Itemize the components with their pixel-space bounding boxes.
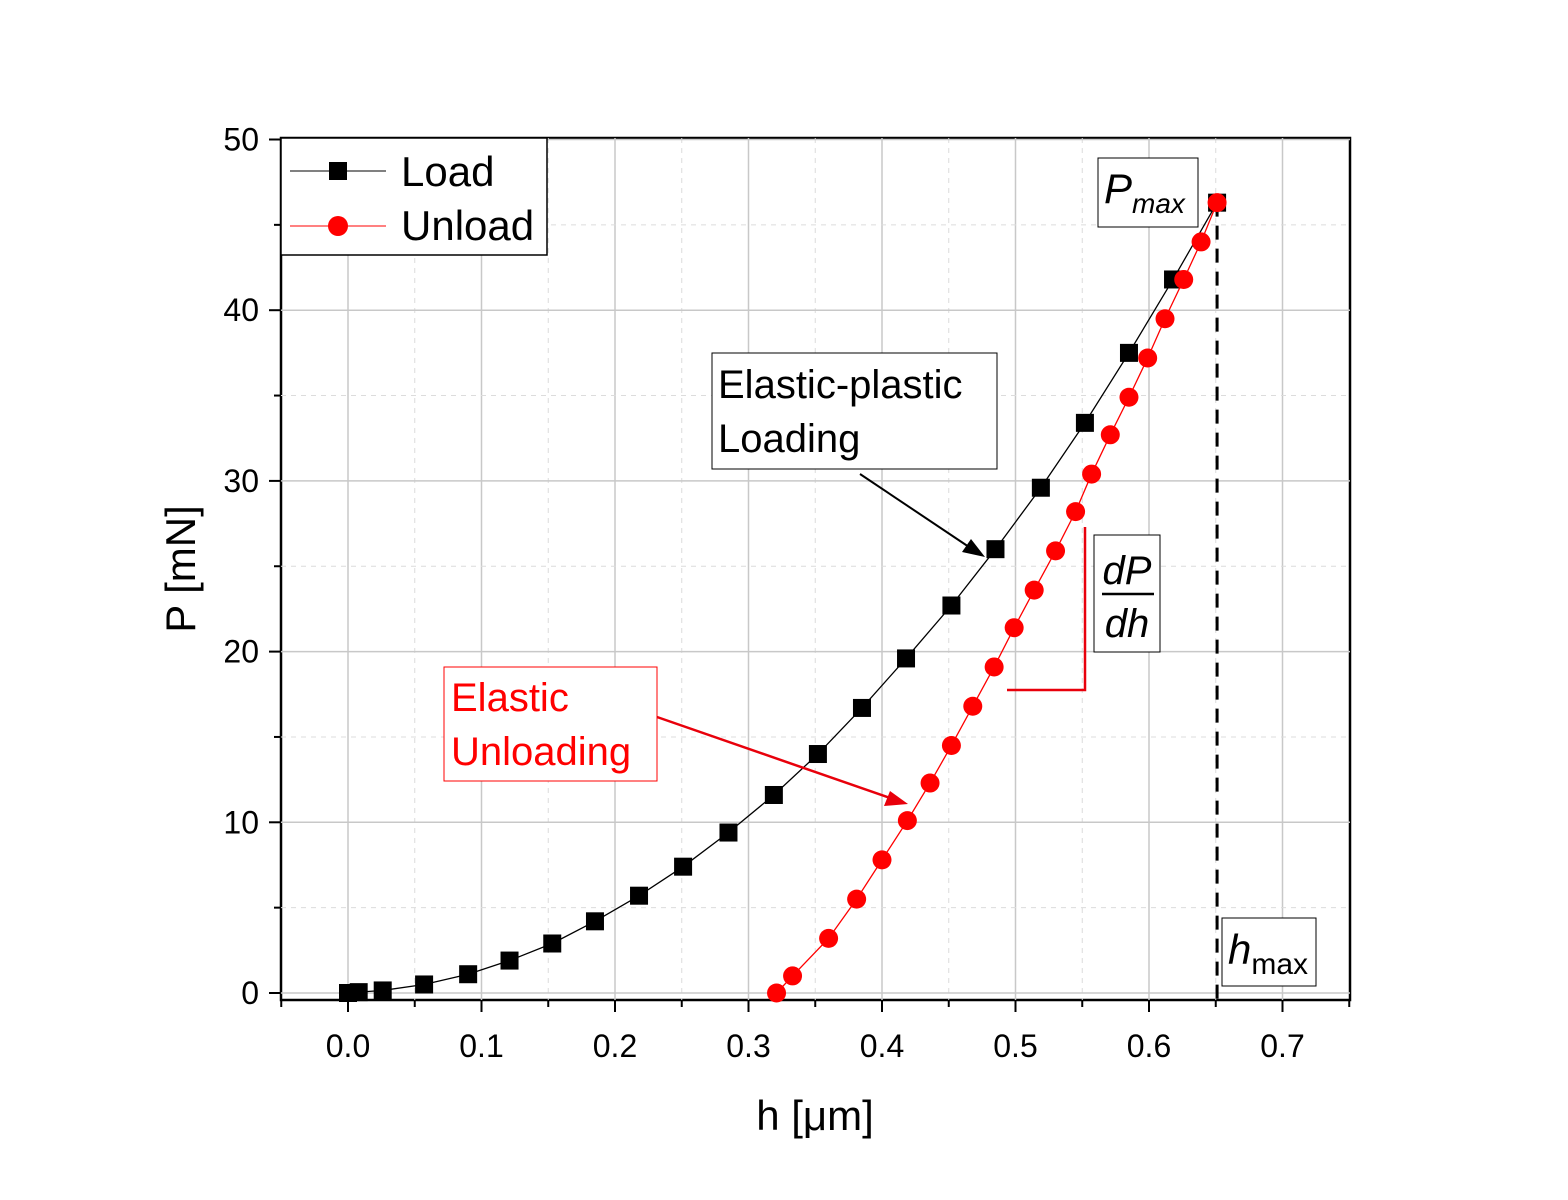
elastic-plastic-line2: Loading — [718, 417, 860, 461]
pmax-label-box: Pmax — [1097, 157, 1199, 228]
x-tick-label: 0.1 — [459, 1028, 503, 1064]
y-tick-label: 40 — [223, 292, 259, 328]
unload-point — [1119, 387, 1139, 407]
elastic-plastic-arrow-head — [962, 539, 985, 557]
slope-denominator: dh — [1105, 602, 1150, 646]
load-point — [674, 857, 693, 876]
unload-point — [1004, 618, 1024, 638]
legend-load-label: Load — [401, 148, 494, 195]
load-point — [897, 649, 916, 668]
y-tick-label: 10 — [223, 804, 259, 840]
unload-point — [783, 966, 803, 986]
series-line-load — [347, 202, 1218, 994]
svg-text:Pmax: Pmax — [1104, 165, 1186, 219]
load-point — [808, 745, 827, 764]
unload-point — [872, 850, 892, 870]
axes: 0.0 0.1 0.2 0.3 0.4 0.5 0.6 0.7 0 10 20 30 40 50 — [223, 122, 1351, 1064]
unload-point — [1155, 309, 1175, 329]
unload-point — [1174, 269, 1194, 289]
unload-point — [1138, 348, 1158, 368]
load-point — [585, 912, 604, 931]
unload-point — [941, 735, 961, 755]
legend-unload-marker — [328, 216, 348, 236]
slope-bracket — [1007, 527, 1087, 692]
unload-point — [1207, 193, 1227, 213]
x-tick-label: 0.4 — [860, 1028, 904, 1064]
unload-point — [1066, 502, 1086, 522]
load-point — [630, 886, 649, 905]
x-tick-label: 0.2 — [593, 1028, 637, 1064]
load-point — [719, 823, 738, 842]
unload-point — [1024, 580, 1044, 600]
load-point — [459, 965, 478, 984]
x-axis-title: h [μm] — [756, 1092, 874, 1139]
unload-point — [897, 811, 917, 831]
load-point — [852, 698, 871, 717]
unload-point — [819, 928, 839, 948]
x-tick-label: 0.6 — [1127, 1028, 1171, 1064]
hmax-label-box: hmax — [1221, 917, 1317, 987]
x-tick-label: 0.5 — [993, 1028, 1037, 1064]
series-line-unload — [776, 202, 1218, 994]
slope-numerator: dP — [1103, 549, 1152, 593]
legend-box — [280, 137, 548, 256]
load-point — [1119, 343, 1138, 362]
unload-point — [767, 983, 787, 1003]
x-tick-label: 0.3 — [726, 1028, 770, 1064]
load-point — [543, 934, 562, 953]
y-tick-label: 20 — [223, 634, 259, 670]
elastic-line1: Elastic — [451, 676, 569, 720]
y-axis-title: P [mN] — [157, 505, 204, 633]
load-point — [1031, 478, 1050, 497]
slope-label-box: dP dh — [1093, 534, 1161, 653]
unload-point — [1046, 541, 1066, 561]
elastic-line2: Unloading — [451, 730, 631, 774]
elastic-unloading-annotation: Elastic Unloading — [443, 666, 908, 806]
y-tick-label: 50 — [223, 122, 259, 158]
legend: Load Unload — [280, 137, 548, 256]
unload-point — [847, 889, 867, 909]
x-tick-label: 0.0 — [326, 1028, 370, 1064]
pmax-base: P — [1104, 165, 1132, 212]
hmax-base: h — [1228, 926, 1251, 973]
elastic-arrow-line — [656, 715, 894, 801]
pmax-subscript: max — [1132, 188, 1186, 219]
grid — [281, 138, 1350, 1000]
svg-text:hmax: hmax — [1228, 926, 1308, 981]
load-point — [764, 785, 783, 804]
elastic-arrow-head — [884, 791, 908, 806]
load-point — [500, 951, 519, 970]
load-point — [415, 975, 434, 994]
hmax-subscript: max — [1251, 948, 1308, 981]
elastic-plastic-arrow-line — [859, 473, 973, 550]
load-point — [1075, 413, 1094, 432]
unload-point — [1100, 425, 1120, 445]
load-point — [986, 540, 1005, 559]
unload-point — [920, 773, 940, 793]
y-tick-label: 0 — [241, 975, 259, 1011]
load-point — [349, 983, 368, 1002]
load-point — [942, 596, 961, 615]
x-tick-label: 0.7 — [1260, 1028, 1304, 1064]
series-unload — [767, 193, 1227, 1003]
unload-point — [984, 657, 1004, 677]
unload-point — [1191, 232, 1211, 252]
elastic-plastic-annotation: Elastic-plastic Loading — [711, 352, 998, 557]
unload-point — [963, 696, 983, 716]
legend-load-marker — [329, 162, 347, 180]
elastic-plastic-line1: Elastic-plastic — [718, 363, 963, 407]
y-tick-label: 30 — [223, 463, 259, 499]
unload-point — [1082, 464, 1102, 484]
legend-unload-label: Unload — [401, 202, 534, 249]
load-point — [373, 981, 392, 1000]
